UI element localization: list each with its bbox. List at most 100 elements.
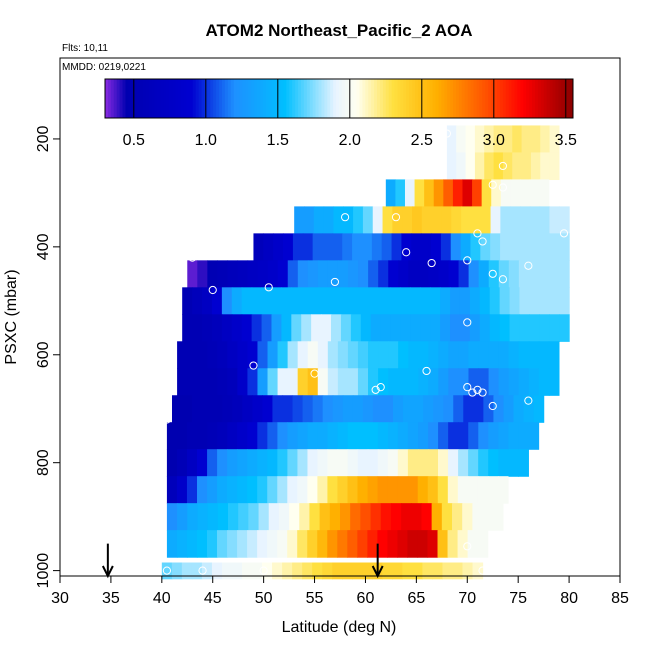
heatmap-cell [438,260,450,288]
heatmap-cell [357,341,369,369]
heatmap-cell [371,233,383,261]
heatmap-cell [202,395,213,423]
heatmap-cell [322,562,333,580]
heatmap-cell [388,368,399,396]
heatmap-cell [267,422,278,450]
colorbar-swatch [116,79,121,118]
heatmap-cell [417,449,429,477]
colorbar-swatch [435,79,439,118]
heatmap-cell [202,287,213,315]
colorbar-swatch [456,79,460,118]
colorbar-swatch [526,79,530,118]
heatmap-cell [360,314,372,342]
heatmap-cell [368,341,379,369]
heatmap-cell [287,260,299,288]
heatmap-cell [539,179,550,207]
colorbar-swatch [412,79,416,118]
colorbar-swatch [277,79,281,118]
heatmap-cell [301,314,312,342]
colorbar-swatch [388,79,393,118]
heatmap-cell [182,287,193,315]
colorbar-swatch [312,79,317,118]
heatmap-cell [539,206,551,234]
colorbar-swatch [166,79,170,118]
colorbar-swatch [359,79,363,118]
heatmap-cell [392,562,403,580]
heatmap-cell [176,422,188,450]
heatmap-cell [237,449,248,477]
heatmap-cell [378,368,389,396]
y-axis-label: PSXC (mbar) [3,269,20,364]
heatmap-cell [242,562,253,580]
heatmap-cell [549,233,560,261]
heatmap-cell [509,314,521,342]
colorbar-swatch [224,79,229,118]
colorbar-swatch [485,79,489,118]
heatmap-cell [433,395,444,423]
heatmap-cell [332,233,343,261]
heatmap-cell [410,314,421,342]
heatmap-cell [201,562,213,580]
y-tick-label: 800 [35,449,52,476]
colorbar-swatch [134,79,138,118]
heatmap-cell [418,341,429,369]
heatmap-cell [382,562,393,580]
colorbar-swatch [394,79,398,118]
colorbar-swatch [321,79,325,118]
heatmap-cell [277,422,289,450]
heatmap-cell [307,368,319,396]
heatmap-cell [348,260,359,288]
colorbar-swatch [245,79,249,118]
heatmap-cell [421,233,432,261]
colorbar-swatch [368,79,372,118]
sample-point [427,258,436,268]
heatmap-cell [166,530,178,558]
heatmap-cell [448,368,460,396]
heatmap-cell [465,125,476,154]
heatmap-cell [257,260,269,288]
heatmap-cell [307,449,319,477]
heatmap-cell [460,233,472,261]
colorbar-swatch [540,79,545,118]
colorbar-swatch [169,79,173,118]
heatmap-cell [401,233,412,261]
colorbar-tick-label: 1.5 [267,132,289,149]
heatmap-cell [207,449,218,477]
colorbar-swatch [570,79,574,118]
heatmap-cell [509,233,521,261]
arrow-marker [101,543,114,579]
colorbar-swatch [496,79,501,118]
heatmap-cell [440,314,451,342]
heatmap-cell [453,395,464,423]
colorbar-swatch [470,79,475,118]
heatmap-cell [347,368,359,396]
heatmap-cell [221,314,233,342]
colorbar-swatch [356,79,360,118]
heatmap-cell [530,152,541,181]
heatmap-cell [431,233,442,261]
sample-point [259,566,268,575]
colorbar-swatch [409,79,413,118]
heatmap-cell [343,206,354,234]
heatmap-cell [227,260,239,288]
heatmap-cell [412,206,423,234]
heatmap-cell [217,530,228,558]
colorbar-swatch [447,79,451,118]
heatmap-cell [287,422,299,450]
colorbar-swatch [420,79,425,118]
heatmap-cell [257,449,268,477]
heatmap-cell [197,449,208,477]
heatmap-cell [171,562,183,580]
heatmap-cell [407,530,419,558]
x-tick-label: 55 [306,590,324,607]
heatmap-cell [462,179,473,207]
heatmap-cell [367,449,379,477]
heatmap-cell [491,179,502,207]
heatmap-cell [227,530,238,558]
heatmap-cell [227,422,238,450]
heatmap-cell [271,314,282,342]
heatmap-cell [559,287,570,315]
heatmap-cell [217,422,228,450]
sample-point [162,415,172,424]
heatmap-cell [408,260,419,288]
